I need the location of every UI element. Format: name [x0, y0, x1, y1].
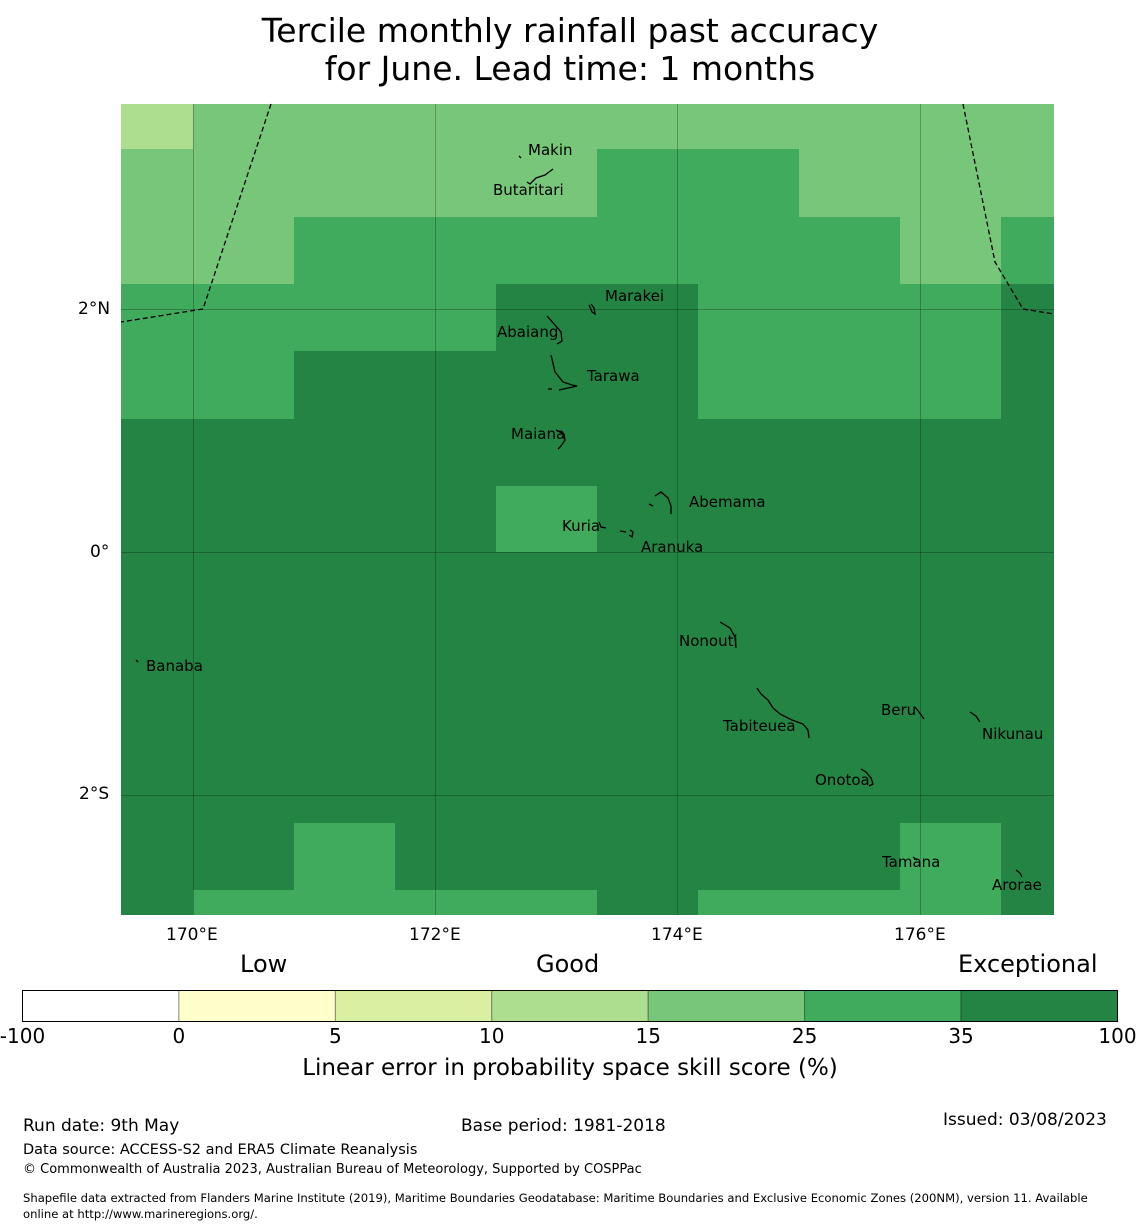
island-shape-tabiteuea [756, 687, 810, 739]
colorbar-tick-label: 15 [635, 1024, 661, 1048]
colorbar-segment [804, 990, 962, 1022]
chart-title-line-2: for June. Lead time: 1 months [324, 49, 816, 88]
grid-cell [597, 149, 799, 217]
grid-cell [698, 284, 1001, 351]
colorbar-tick-label: -100 [0, 1024, 46, 1048]
grid-cell [121, 351, 294, 419]
eez-boundaries [120, 103, 1055, 323]
grid-cell [1001, 217, 1054, 284]
island-label-makin: Makin [528, 141, 573, 159]
grid-cell [121, 284, 496, 351]
island-label-tabiteuea: Tabiteuea [723, 717, 796, 735]
island-label-arorae: Arorae [992, 876, 1042, 894]
grid-cell [799, 149, 1054, 217]
data-source: Data source: ACCESS-S2 and ERA5 Climate … [23, 1142, 418, 1158]
island-label-aranuka: Aranuka [641, 538, 704, 556]
colorbar-segment [22, 990, 180, 1022]
island-shape-tarawa [550, 354, 578, 391]
colorbar-title: Linear error in probability space skill … [302, 1055, 838, 1081]
lon-label-174e: 174°E [651, 925, 703, 945]
colorbar-segment [178, 990, 336, 1022]
colorbar [22, 990, 1118, 1022]
colorbar-tick-label: 5 [328, 1024, 342, 1048]
island-shape-abaiang [546, 315, 563, 345]
copyright: © Commonwealth of Australia 2023, Austra… [23, 1162, 642, 1177]
grid-cell [294, 217, 900, 284]
colorbar-category-good: Good [536, 950, 600, 978]
lon-label-172e: 172°E [409, 925, 461, 945]
grid-cell [121, 149, 597, 217]
lon-label-176e: 176°E [894, 925, 946, 945]
skill-grid [121, 104, 1054, 915]
island-shape-nonouti [719, 621, 737, 649]
island-shape-maiana [555, 429, 566, 450]
island-shape-onotoa [860, 768, 874, 787]
island-label-nikunau: Nikunau [982, 725, 1044, 743]
colorbar-tick-label: 35 [948, 1024, 974, 1048]
island-shape-beru [914, 706, 925, 720]
island-shape-abemama-w [648, 503, 654, 507]
island-label-kuria: Kuria [562, 517, 601, 535]
island-label-maiana: Maiana [511, 425, 566, 443]
grid-cell [698, 351, 1001, 419]
island-shape-marakei [588, 303, 596, 316]
island-shape-makin [518, 155, 522, 159]
grid-cell [121, 217, 294, 284]
island-label-marakei: Marakei [605, 287, 665, 305]
island-label-tarawa: Tarawa [587, 367, 640, 385]
island-label-tamana: Tamana [882, 853, 941, 871]
grid-cell [193, 890, 597, 915]
island-shape-tamana [912, 856, 918, 861]
island-label-onotoa: Onotoa [815, 771, 870, 789]
grid-cell [900, 823, 1001, 890]
lat-label-0: 0° [90, 542, 110, 562]
shapefile-credit-line-1: Shapefile data extracted from Flanders M… [23, 1191, 1088, 1205]
lat-label-2s: 2°S [79, 784, 110, 804]
island-label-butaritari: Butaritari [493, 181, 564, 199]
chart-title-line-1: Tercile monthly rainfall past accuracy [261, 11, 879, 50]
issued-date: Issued: 03/08/2023 [943, 1110, 1107, 1130]
island-shape-butaritari [526, 168, 554, 185]
colorbar-tick-label: 0 [172, 1024, 186, 1048]
colorbar-segment [647, 990, 806, 1022]
map-gridlines [121, 104, 1054, 915]
island-shape-arorae [1015, 869, 1023, 878]
grid-cell [698, 890, 1001, 915]
colorbar-tick-label: 100 [1098, 1024, 1137, 1048]
island-outlines [135, 155, 1023, 878]
island-shape-abemama [654, 491, 672, 514]
island-shape-nikunau [969, 711, 981, 723]
colorbar-tick-label: 10 [479, 1024, 505, 1048]
island-shape-banaba [135, 659, 139, 663]
island-label-banaba: Banaba [146, 657, 203, 675]
grid-cell [121, 104, 193, 149]
colorbar-segment [960, 990, 1118, 1022]
colorbar-tick-label: 25 [791, 1024, 818, 1048]
base-period: Base period: 1981-2018 [461, 1116, 666, 1136]
lat-label-2n: 2°N [78, 299, 111, 319]
lon-label-170e: 170°E [166, 925, 218, 945]
grid-cell [294, 823, 395, 890]
island-label-nonouti: Nonouti [679, 632, 738, 650]
colorbar-segment [491, 990, 649, 1022]
colorbar-segment [334, 990, 493, 1022]
island-label-abemama: Abemama [689, 493, 766, 511]
run-date: Run date: 9th May [23, 1116, 180, 1136]
colorbar-category-exceptional: Exceptional [958, 950, 1098, 978]
grid-cell [193, 104, 1054, 149]
island-label-beru: Beru [881, 701, 917, 719]
island-shape-kuria [598, 521, 607, 529]
shapefile-credit-line-2: online at http://www.marineregions.org/. [23, 1207, 258, 1221]
colorbar-category-low: Low [240, 950, 288, 978]
grid-cell [900, 217, 1001, 284]
island-label-abaiang: Abaiang [497, 323, 559, 341]
island-shape-aranuka [619, 529, 634, 539]
grid-cell [496, 486, 597, 552]
